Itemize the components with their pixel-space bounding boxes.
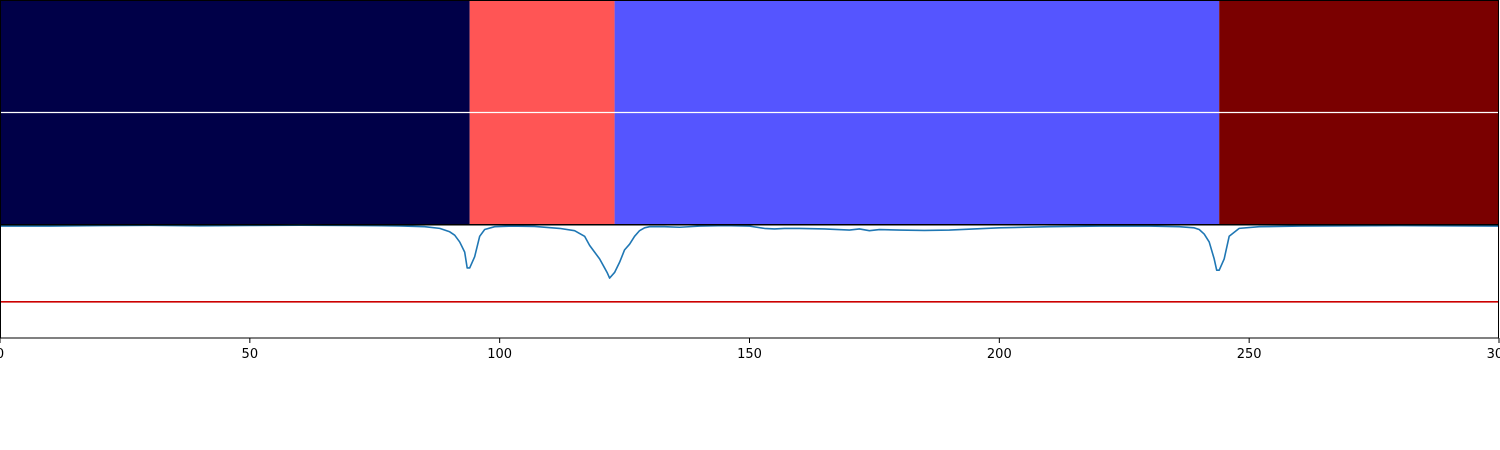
x-tick-label-150: 150 (737, 347, 762, 362)
heatmap-panel (0, 0, 1499, 225)
heatmap-cell-r1-s2 (614, 112, 1220, 225)
series-line-0 (0, 224, 1500, 279)
x-axis: 0 50 100 150 200 250 300 (0, 338, 1500, 362)
heatmap-cell-r0-s1 (469, 0, 615, 113)
x-tick-label-300: 300 (1487, 347, 1500, 362)
heatmap-cell-r0-s0 (0, 0, 470, 113)
line-panel (0, 224, 1500, 339)
heatmap-cell-r0-s2 (614, 0, 1220, 113)
x-tick-label-100: 100 (487, 347, 512, 362)
x-tick-label-0: 0 (0, 347, 4, 362)
heatmap-cell-r1-s0 (0, 112, 470, 225)
heatmap-cell-r1-s1 (469, 112, 615, 225)
heatmap-cell-r0-s3 (1219, 0, 1499, 113)
x-tick-label-50: 50 (242, 347, 259, 362)
x-tick-label-250: 250 (1237, 347, 1262, 362)
line-panel-frame (0, 224, 1499, 339)
heatmap-cell-r1-s3 (1219, 112, 1499, 225)
x-tick-label-200: 200 (987, 347, 1012, 362)
